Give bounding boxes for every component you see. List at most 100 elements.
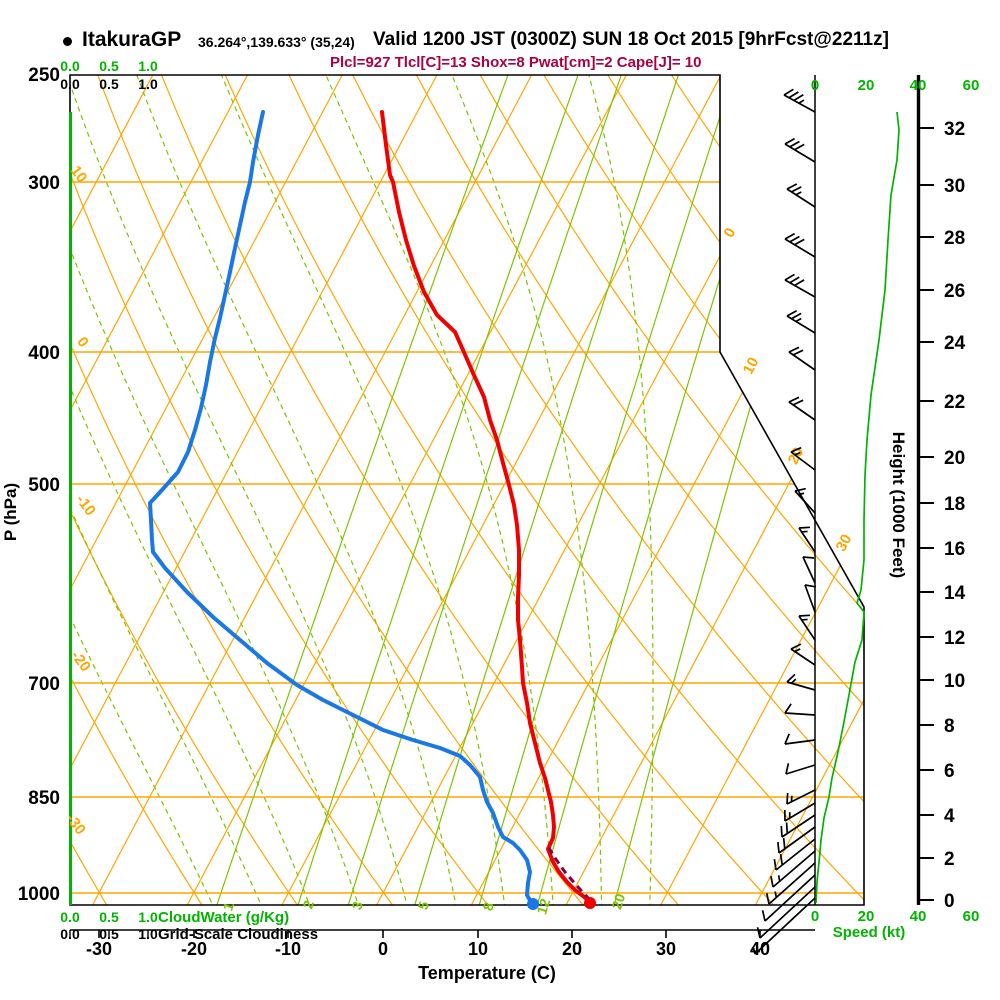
- wind-barb-tick: [788, 396, 800, 403]
- wind-barb-tick: [786, 183, 798, 190]
- wind-barb-shaft: [788, 401, 816, 421]
- temperature-tick-label: 40: [750, 939, 770, 959]
- surface-dewpoint-dot: [527, 898, 539, 910]
- cloudwater-scale-top: 0.5: [99, 58, 119, 74]
- stability-indices: Plcl=927 Tlcl[C]=13 Shox=8 Pwat[cm]=2 Ca…: [330, 54, 702, 71]
- speed-axis-title: Speed (kt): [833, 924, 906, 941]
- temperature-tick-label: 10: [468, 939, 488, 959]
- speed-tick-label-bottom: 20: [858, 908, 875, 925]
- parcel-path: [547, 847, 592, 902]
- pressure-tick-label: 850: [28, 788, 60, 809]
- pressure-tick-label: 250: [28, 65, 60, 86]
- height-tick-label: 10: [944, 671, 965, 692]
- wind-barb-tick: [784, 733, 790, 745]
- dry-adiabat-line: [898, 38, 1000, 927]
- wind-barb-tick: [788, 346, 800, 353]
- wind-barb-shaft: [788, 351, 816, 371]
- wind-barb-tick: [770, 876, 774, 888]
- wind-barb-tick: [790, 643, 802, 650]
- wind-barb-shaft: [784, 712, 816, 716]
- dry-adiabat-line: [334, 75, 864, 905]
- isotherm-line: [660, 75, 864, 905]
- wind-barb-shaft: [785, 764, 816, 775]
- height-tick-label: 26: [944, 281, 965, 302]
- speed-tick-label-bottom: 40: [910, 908, 927, 925]
- moist-adiabat-line: [70, 75, 319, 905]
- speed-tick-label-top: 40: [910, 77, 927, 94]
- moist-adiabat-line: [70, 75, 414, 905]
- isotherm-line: [70, 75, 249, 905]
- temperature-tick-label: -30: [86, 939, 112, 959]
- wind-barb-tick: [792, 349, 804, 356]
- dry-adiabat-line: [271, 75, 864, 905]
- cloudiness-scale-top: 0.5: [99, 76, 119, 92]
- wind-barb-tick: [802, 556, 815, 559]
- wind-barb-halftick: [752, 947, 756, 955]
- cloudiness-scale-top: 0.0: [60, 76, 80, 92]
- mixing-ratio-line: [340, 75, 635, 905]
- wind-barb-shaft: [784, 739, 816, 745]
- wind-speed-profile: [815, 111, 900, 904]
- dry-adiabat-line: [83, 75, 602, 905]
- pressure-axis-title: P (hPa): [1, 483, 20, 541]
- wind-barb-halftick: [798, 99, 805, 104]
- temperature-tick-label: 30: [656, 939, 676, 959]
- height-tick-label: 32: [944, 119, 965, 140]
- wind-barb-tick: [791, 186, 802, 193]
- cloudwater-axis-title: CloudWater (g/Kg): [158, 909, 289, 926]
- wind-barb-halftick: [790, 678, 797, 684]
- height-tick-label: 18: [944, 494, 965, 515]
- mixing-ratio-line: [407, 75, 692, 905]
- wind-barb-tick: [785, 763, 790, 775]
- wind-barb-tick: [784, 703, 792, 714]
- moist-adiabat-line: [210, 75, 508, 905]
- wind-barb-shaft: [754, 897, 816, 955]
- wind-barb-tick: [765, 893, 770, 905]
- wind-barb-halftick: [774, 891, 778, 898]
- mixing-ratio-line: [530, 75, 796, 905]
- moist-adiabat-line: [126, 75, 461, 905]
- surface-temperature-dot: [584, 897, 596, 909]
- cloudwater-scale-top: 1.0: [138, 58, 158, 74]
- moist-adiabat-line: [581, 75, 654, 905]
- wind-barb-shaft: [804, 584, 816, 613]
- moist-adiabat-line: [70, 75, 366, 905]
- temperature-tick-label: -20: [181, 939, 207, 959]
- wind-barb-tick: [761, 910, 766, 922]
- wind-barb-tick: [798, 614, 811, 617]
- temperature-tick-label: -10: [275, 939, 301, 959]
- wind-barb-tick: [804, 584, 816, 588]
- cloudiness-scale-top: 1.0: [138, 76, 158, 92]
- height-tick-label: 22: [944, 392, 965, 413]
- mixing-ratio-line: [290, 75, 592, 905]
- temperature-tick-label: 0: [378, 939, 388, 959]
- wind-barbs: [752, 88, 816, 955]
- station-marker-icon: [63, 37, 72, 46]
- skewt-grid: [70, 38, 1000, 927]
- wind-barb-tick: [786, 309, 798, 317]
- wind-barb-tick: [782, 837, 786, 849]
- height-tick-label: 16: [944, 539, 965, 560]
- cloudwater-scale-bottom: 0.5: [99, 909, 119, 925]
- isotherm-line: [281, 75, 722, 905]
- mixing-ratio-line: [208, 75, 522, 905]
- isotherm-line: [70, 75, 154, 905]
- isotherm-line: [754, 75, 864, 905]
- isotherm-value-label: 0: [721, 225, 740, 240]
- speed-tick-label-bottom: 0: [811, 908, 819, 925]
- wind-barb-tick: [792, 399, 804, 406]
- dry-adiabat-line: [146, 75, 698, 905]
- mixing-ratio-line: [472, 75, 746, 905]
- wind-barb-tick: [788, 91, 799, 99]
- wind-barb-tick: [784, 137, 796, 145]
- height-tick-label: 30: [944, 176, 965, 197]
- speed-tick-label-bottom: 60: [963, 908, 980, 925]
- mixing-ratio-value-label: 2: [299, 898, 317, 911]
- dry-adiabat-line: [709, 75, 864, 905]
- height-tick-label: 2: [944, 849, 955, 870]
- pressure-tick-label: 500: [28, 475, 60, 496]
- dry-adiabat-line: [521, 75, 864, 905]
- wind-barb-tick: [786, 673, 796, 683]
